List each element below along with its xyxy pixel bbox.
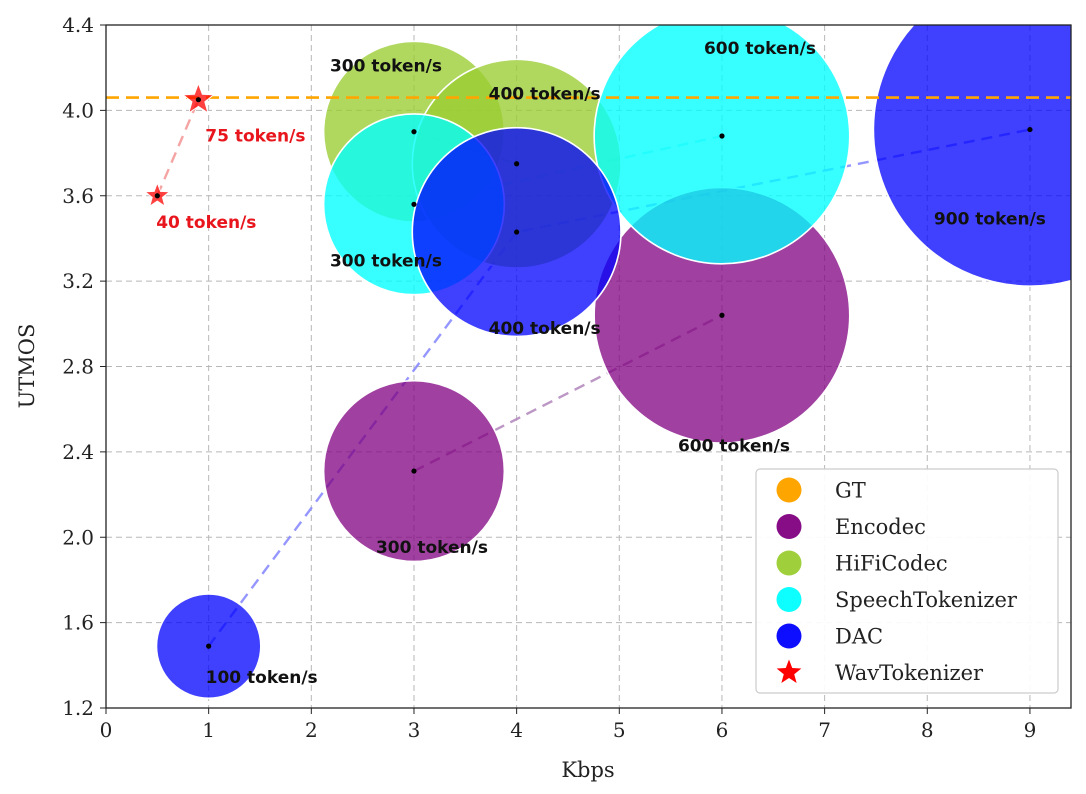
connector-wavtokenizer bbox=[156, 99, 200, 197]
annotation-speechtokenizer: 300 token/s bbox=[330, 251, 442, 271]
x-tick-label: 2 bbox=[305, 718, 318, 742]
point-marker bbox=[514, 229, 520, 235]
point-marker bbox=[719, 133, 725, 139]
y-tick-label: 2.4 bbox=[62, 440, 94, 464]
point-marker bbox=[154, 193, 160, 199]
legend-label: DAC bbox=[835, 625, 883, 649]
point-marker bbox=[719, 312, 725, 318]
legend-label: HiFiCodec bbox=[835, 552, 948, 576]
x-tick-label: 7 bbox=[818, 718, 831, 742]
x-tick-label: 9 bbox=[1024, 718, 1037, 742]
x-tick-label: 3 bbox=[408, 718, 421, 742]
legend-label: GT bbox=[835, 479, 866, 503]
annotation-speechtokenizer: 600 token/s bbox=[704, 39, 816, 59]
annotation-encodec: 300 token/s bbox=[376, 538, 488, 558]
y-tick-label: 1.6 bbox=[62, 611, 94, 635]
point-marker bbox=[514, 161, 520, 167]
y-tick-label: 4.0 bbox=[62, 98, 94, 122]
y-tick-label: 2.8 bbox=[62, 355, 94, 379]
y-tick-label: 1.2 bbox=[62, 696, 94, 720]
annotation-dac: 100 token/s bbox=[206, 668, 318, 688]
y-tick-label: 3.6 bbox=[62, 184, 94, 208]
x-axis-label: Kbps bbox=[561, 758, 614, 782]
legend-label: SpeechTokenizer bbox=[835, 588, 1018, 612]
legend-swatch bbox=[776, 477, 802, 503]
y-tick-label: 4.4 bbox=[62, 13, 94, 37]
legend-swatch bbox=[776, 587, 802, 612]
annotations: 300 token/s 600 token/s 300 token/s 400 tok… bbox=[156, 39, 1046, 688]
annotation-wavtokenizer: 75 token/s bbox=[205, 127, 305, 147]
legend-swatch bbox=[776, 623, 802, 649]
x-tick-label: 6 bbox=[716, 718, 729, 742]
connector-dac bbox=[207, 128, 1031, 647]
legend-label: Encodec bbox=[835, 515, 926, 539]
x-tick-label: 8 bbox=[921, 718, 934, 742]
legend-swatch-star bbox=[776, 659, 802, 684]
x-tick-label: 5 bbox=[613, 718, 626, 742]
legend-swatch bbox=[776, 550, 802, 576]
bubble-dac bbox=[872, 25, 1071, 287]
legend-swatch bbox=[776, 514, 802, 539]
y-tick-label: 3.2 bbox=[62, 269, 94, 293]
point-marker bbox=[1027, 126, 1033, 133]
point-marker bbox=[411, 201, 417, 207]
legend-label: WavTokenizer bbox=[835, 661, 984, 685]
annotation-wavtokenizer: 40 token/s bbox=[156, 213, 256, 233]
x-tick-label: 1 bbox=[202, 718, 215, 742]
annotation-encodec: 600 token/s bbox=[678, 436, 790, 456]
annotation-hificodec: 400 token/s bbox=[489, 85, 601, 105]
bubble-speechtokenizer bbox=[593, 25, 851, 265]
annotation-dac: 400 token/s bbox=[489, 319, 601, 339]
annotation-hificodec: 300 token/s bbox=[330, 57, 442, 77]
x-tick-label: 4 bbox=[510, 718, 523, 742]
point-marker bbox=[195, 97, 201, 103]
point-marker bbox=[411, 129, 417, 135]
annotation-dac: 900 token/s bbox=[934, 210, 1046, 230]
legend-box bbox=[755, 468, 1059, 694]
legend: GT Encodec HiFiCodec SpeechTokenizer DAC WavT… bbox=[755, 468, 1059, 694]
point-marker bbox=[411, 468, 417, 474]
point-marker bbox=[206, 643, 212, 649]
x-tick-label: 0 bbox=[100, 718, 113, 742]
markers bbox=[143, 82, 1033, 649]
y-tick-label: 2.0 bbox=[62, 525, 94, 549]
ticks: 0 1 2 3 4 5 6 7 8 9 1.2 1.6 2.0 2.4 2.8 3.2 3.6 4.0 4.4 bbox=[62, 13, 1036, 742]
y-axis-label: UTMOS bbox=[15, 324, 39, 409]
